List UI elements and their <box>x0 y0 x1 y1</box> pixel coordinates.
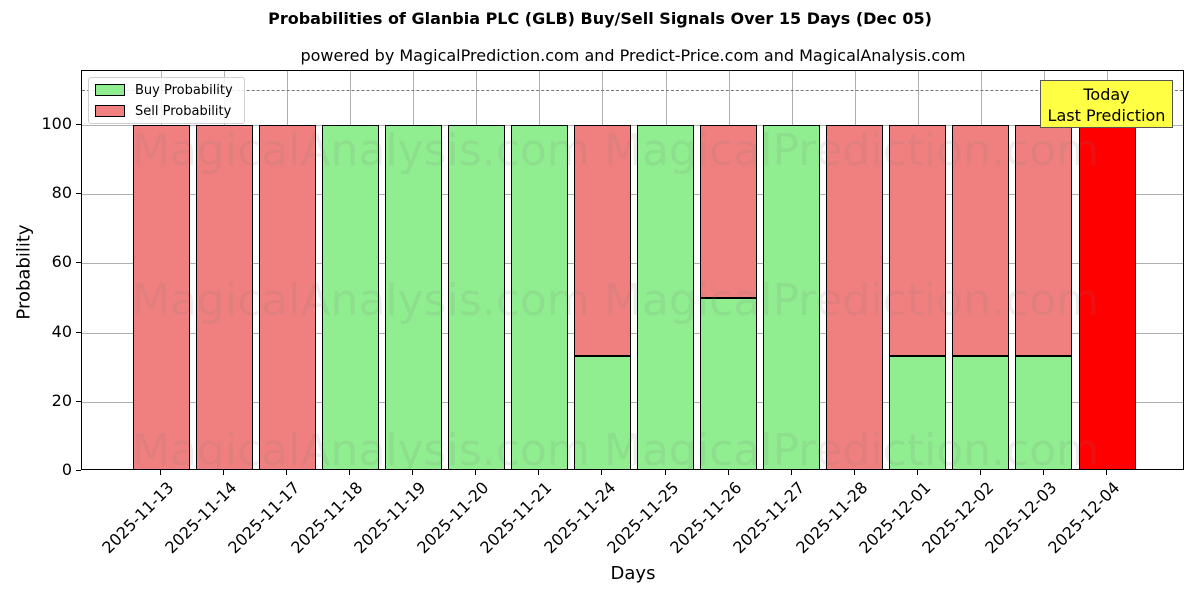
buy-bar <box>700 298 758 469</box>
gridline-h <box>82 125 1183 126</box>
y-tick-mark <box>76 470 81 471</box>
y-tick-label: 40 <box>51 321 72 341</box>
y-axis-label: Probability <box>13 224 35 320</box>
buy-bar <box>384 125 442 469</box>
sell-bar <box>132 125 190 469</box>
buy-bar <box>447 125 505 469</box>
y-tick-mark <box>76 400 81 402</box>
x-tick-mark <box>475 470 477 475</box>
legend-buy-label: Buy Probability <box>135 82 233 98</box>
x-axis-label: Days <box>610 563 656 584</box>
x-tick-mark <box>664 470 666 475</box>
buy-bar <box>637 125 695 469</box>
x-tick-mark <box>853 470 855 475</box>
today-annotation: Today Last Prediction <box>1040 80 1173 128</box>
buy-bar <box>573 355 631 469</box>
chart-subtitle: powered by MagicalPrediction.com and Pre… <box>300 46 966 65</box>
sell-bar <box>195 125 253 469</box>
x-tick-mark <box>349 470 351 475</box>
buy-bar <box>1015 355 1073 469</box>
reference-line <box>82 90 1183 92</box>
sell-bar <box>952 125 1010 356</box>
x-tick-mark <box>286 470 288 475</box>
sell-bar <box>1015 125 1073 356</box>
y-tick-label: 20 <box>51 390 72 410</box>
buy-bar <box>763 125 821 469</box>
y-tick-label: 60 <box>51 252 72 272</box>
y-tick-label: 0 <box>61 460 72 479</box>
chart-title: Probabilities of Glanbia PLC (GLB) Buy/S… <box>268 9 932 28</box>
sell-bar <box>889 125 947 356</box>
x-tick-mark <box>916 470 918 475</box>
sell-bar <box>258 125 316 469</box>
buy-bar <box>889 355 947 469</box>
last-sell-bar <box>1078 125 1136 469</box>
x-tick-mark <box>1106 470 1108 475</box>
x-tick-mark <box>160 470 161 475</box>
y-tick-mark <box>76 331 81 333</box>
legend-item-buy: Buy Probability <box>95 82 233 98</box>
buy-swatch-icon <box>95 84 125 96</box>
annotation-line-2: Last Prediction <box>1047 106 1166 125</box>
x-tick-mark <box>1042 470 1044 475</box>
legend: Buy Probability Sell Probability <box>88 77 245 124</box>
gridline-h <box>82 332 1183 334</box>
sell-bar <box>573 125 631 356</box>
y-tick-mark <box>76 262 81 264</box>
legend-sell-label: Sell Probability <box>135 103 232 119</box>
y-tick-label: 80 <box>51 183 72 203</box>
buy-bar <box>321 125 379 469</box>
y-tick-label: 100 <box>41 114 72 133</box>
x-tick-mark <box>538 470 540 475</box>
annotation-line-1: Today <box>1083 85 1130 104</box>
sell-bar <box>700 125 758 298</box>
sell-bar <box>826 125 884 469</box>
gridline-h <box>82 263 1183 265</box>
y-tick-mark <box>76 124 81 125</box>
x-tick-mark <box>790 470 792 475</box>
y-tick-mark <box>76 193 81 195</box>
buy-bar <box>952 355 1010 469</box>
gridline-h <box>82 194 1183 196</box>
x-tick-mark <box>223 470 225 475</box>
sell-swatch-icon <box>95 105 125 117</box>
legend-item-sell: Sell Probability <box>95 103 232 119</box>
gridline-h <box>82 401 1183 403</box>
x-tick-mark <box>601 470 603 475</box>
x-tick-mark <box>727 470 729 475</box>
buy-bar <box>510 125 568 469</box>
x-tick-mark <box>412 470 414 475</box>
plot-area: MagicalAnalysis.comMagicalPrediction.com… <box>81 70 1184 470</box>
x-tick-mark <box>979 470 981 475</box>
